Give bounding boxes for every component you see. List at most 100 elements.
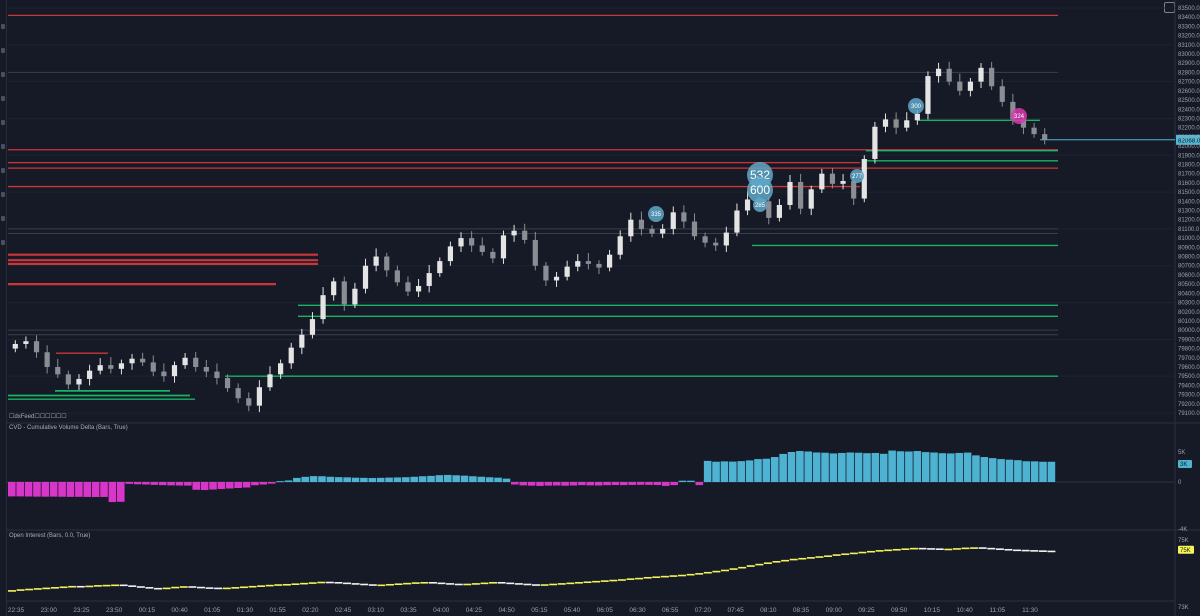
- fib-icon[interactable]: [1, 72, 5, 77]
- cvd-bar[interactable]: [33, 482, 41, 497]
- cvd-bar[interactable]: [284, 480, 293, 482]
- cvd-bar[interactable]: [225, 482, 234, 489]
- cvd-bar[interactable]: [158, 482, 167, 486]
- cvd-bar[interactable]: [167, 482, 175, 486]
- oi-bar[interactable]: [154, 587, 163, 590]
- candle-body[interactable]: [606, 254, 613, 268]
- oi-bar[interactable]: [720, 569, 729, 572]
- candle-body[interactable]: [585, 261, 591, 264]
- cvd-bar[interactable]: [938, 453, 947, 482]
- oi-bar[interactable]: [806, 557, 815, 559]
- cvd-bar[interactable]: [343, 477, 351, 482]
- oi-bar[interactable]: [394, 583, 403, 585]
- oi-bar[interactable]: [703, 571, 712, 574]
- cvd-bar[interactable]: [334, 477, 343, 482]
- candle-body[interactable]: [702, 236, 708, 243]
- candle-body[interactable]: [713, 242, 719, 246]
- eye-icon[interactable]: [1, 216, 5, 221]
- cvd-bar[interactable]: [552, 482, 561, 486]
- candle-body[interactable]: [171, 365, 178, 377]
- candle-body[interactable]: [819, 173, 825, 190]
- candle-body[interactable]: [691, 221, 698, 237]
- oi-bar[interactable]: [695, 573, 704, 575]
- crosshair-icon[interactable]: [1, 24, 5, 29]
- oi-bar[interactable]: [145, 587, 154, 589]
- candle-body[interactable]: [415, 285, 422, 292]
- candle-body[interactable]: [957, 81, 963, 91]
- cvd-bar[interactable]: [41, 482, 50, 497]
- cvd-bar[interactable]: [863, 453, 871, 482]
- oi-bar[interactable]: [428, 582, 437, 584]
- oi-bar[interactable]: [454, 583, 463, 586]
- oi-bar[interactable]: [463, 583, 472, 586]
- candle-body[interactable]: [522, 230, 528, 240]
- oi-bar[interactable]: [678, 574, 687, 577]
- cvd-bar[interactable]: [1014, 460, 1022, 482]
- oi-bar[interactable]: [970, 547, 979, 549]
- cvd-bar[interactable]: [100, 482, 108, 497]
- candle-body[interactable]: [320, 295, 326, 320]
- drawing-toolbar[interactable]: [0, 0, 7, 616]
- candle-body[interactable]: [723, 232, 729, 246]
- cvd-bar[interactable]: [578, 482, 586, 486]
- cvd-bar[interactable]: [133, 482, 142, 485]
- cvd-bar[interactable]: [988, 458, 997, 482]
- candle-body[interactable]: [628, 219, 634, 237]
- candle-body[interactable]: [670, 212, 676, 229]
- oi-bar[interactable]: [600, 580, 609, 582]
- cvd-bar[interactable]: [720, 461, 729, 482]
- candle-body[interactable]: [532, 239, 538, 266]
- oi-bar[interactable]: [351, 583, 360, 585]
- oi-bar[interactable]: [549, 583, 558, 586]
- oi-bar[interactable]: [892, 548, 901, 551]
- oi-bar[interactable]: [763, 562, 772, 564]
- cvd-bar[interactable]: [930, 452, 938, 482]
- candle-body[interactable]: [405, 282, 411, 292]
- oi-bar[interactable]: [514, 583, 523, 585]
- candle-body[interactable]: [108, 365, 114, 369]
- cvd-bar[interactable]: [234, 482, 242, 488]
- oi-bar[interactable]: [824, 555, 833, 557]
- cvd-bar[interactable]: [293, 477, 301, 482]
- candle-body[interactable]: [904, 120, 910, 128]
- candle-body[interactable]: [925, 76, 931, 114]
- oi-bar[interactable]: [282, 583, 291, 586]
- oi-bar[interactable]: [196, 586, 205, 589]
- cvd-bar[interactable]: [561, 482, 569, 486]
- oi-bar[interactable]: [248, 585, 257, 588]
- oi-bar[interactable]: [59, 586, 68, 589]
- cvd-bar[interactable]: [670, 482, 678, 486]
- cvd-bar[interactable]: [8, 482, 16, 497]
- oi-bar[interactable]: [540, 584, 549, 586]
- cvd-bar[interactable]: [402, 477, 410, 482]
- oi-bar[interactable]: [360, 583, 369, 586]
- cvd-bar[interactable]: [1039, 461, 1047, 482]
- oi-bar[interactable]: [171, 586, 180, 589]
- candle-body[interactable]: [564, 266, 570, 277]
- oi-bar[interactable]: [995, 548, 1004, 550]
- oi-bar[interactable]: [274, 584, 283, 586]
- candle-body[interactable]: [893, 119, 899, 128]
- cvd-bar[interactable]: [594, 482, 603, 486]
- volume-bubble[interactable]: [850, 169, 864, 183]
- oi-bar[interactable]: [669, 575, 678, 577]
- oi-bar[interactable]: [265, 584, 274, 587]
- cvd-bar[interactable]: [695, 482, 704, 486]
- candle-body[interactable]: [23, 341, 29, 344]
- oi-bar[interactable]: [884, 549, 893, 552]
- oi-bar[interactable]: [471, 583, 480, 585]
- cvd-bar[interactable]: [770, 457, 779, 482]
- oi-bar[interactable]: [781, 559, 790, 562]
- oi-bar[interactable]: [205, 587, 214, 589]
- candle-body[interactable]: [140, 358, 146, 363]
- oi-bar[interactable]: [583, 581, 592, 584]
- cvd-bar[interactable]: [24, 482, 33, 497]
- cvd-bar[interactable]: [762, 458, 771, 482]
- candle-body[interactable]: [808, 189, 814, 209]
- cvd-bar[interactable]: [712, 461, 720, 482]
- oi-bar[interactable]: [626, 578, 635, 580]
- oi-bar[interactable]: [643, 576, 652, 579]
- cvd-bar[interactable]: [905, 451, 913, 482]
- candle-body[interactable]: [882, 119, 889, 127]
